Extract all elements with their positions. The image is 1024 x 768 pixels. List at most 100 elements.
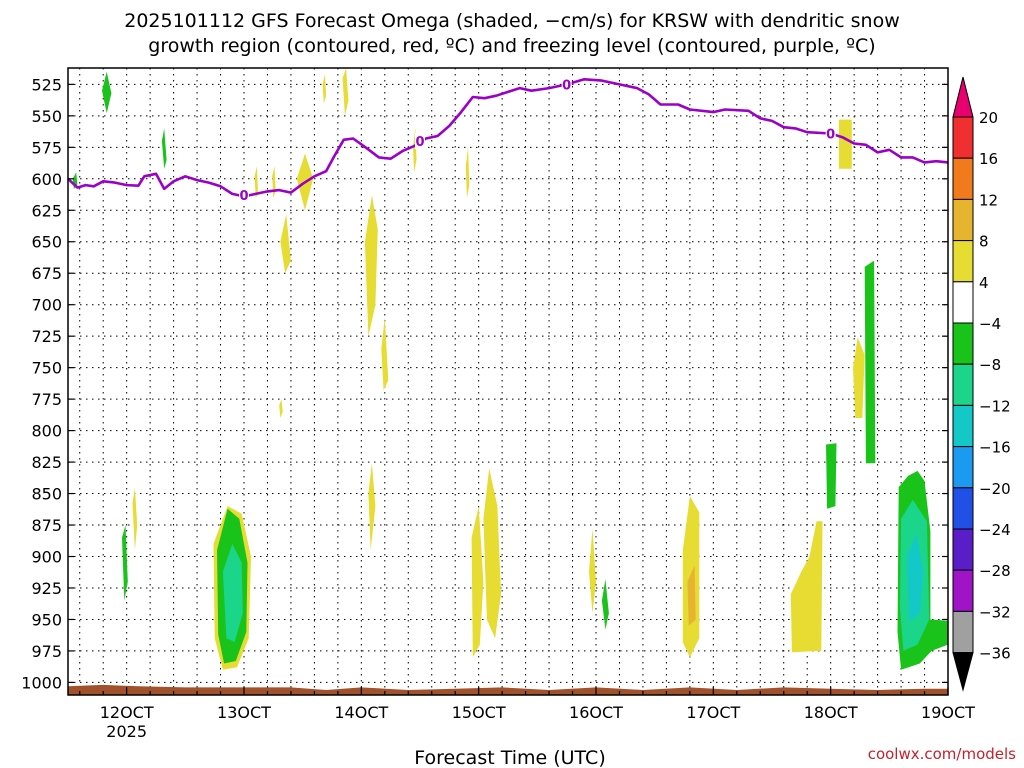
x-tick-label-190: 19OCT xyxy=(921,703,975,722)
y-tick-label-575: 575 xyxy=(31,138,62,157)
plot-frame xyxy=(67,67,949,696)
omega-region-27 xyxy=(322,74,327,104)
omega-region-5 xyxy=(364,195,378,337)
colorbar-label-1: 16 xyxy=(979,150,998,168)
colorbar-label-8: −16 xyxy=(979,439,1011,457)
colorbar: 20 16 12 8 4 −4 −8 −12 −16 −20 −24 −28 −32 −36 xyxy=(952,76,1011,692)
y-tick-label-825: 825 xyxy=(31,453,62,472)
colorbar-segment-10 xyxy=(952,487,974,530)
y-tick-label-700: 700 xyxy=(31,296,62,315)
freezing-label-bg-2 xyxy=(561,76,572,93)
y-tick-label-925: 925 xyxy=(31,579,62,598)
colorbar-label-0: 20 xyxy=(979,109,998,127)
y-tick-label-625: 625 xyxy=(31,201,62,220)
y-tick-label-800: 800 xyxy=(31,422,62,441)
x-axis-label: Forecast Time (UTC) xyxy=(414,747,605,768)
omega-region-16 xyxy=(838,119,852,169)
omega-region-10 xyxy=(589,528,596,614)
x-tick-label-150: 15OCT xyxy=(452,703,506,722)
colorbar-segment-14 xyxy=(952,652,974,692)
omega-region-17 xyxy=(853,337,865,418)
chart-title-line-2: growth region (contoured, red, ºC) and f… xyxy=(148,35,875,57)
terrain-fill xyxy=(68,684,948,695)
y-tick-label-675: 675 xyxy=(31,264,62,283)
colorbar-segment-3 xyxy=(952,198,974,242)
x-tick-label-170: 17OCT xyxy=(686,703,740,722)
colorbar-label-2: 12 xyxy=(979,191,998,209)
colorbar-segment-9 xyxy=(952,446,974,489)
omega-region-15 xyxy=(826,443,837,509)
y-tick-label-975: 975 xyxy=(31,642,62,661)
omega-region-6 xyxy=(381,317,389,391)
freezing-label-bg-0 xyxy=(239,187,249,204)
omega-region-30 xyxy=(465,147,470,198)
y-tick-label-650: 650 xyxy=(31,233,62,252)
omega-region-9 xyxy=(483,468,501,639)
colorbar-segment-5 xyxy=(952,281,974,324)
colorbar-label-3: 8 xyxy=(979,233,989,251)
credit-text[interactable]: coolwx.com/models xyxy=(868,745,1016,763)
colorbar-segment-11 xyxy=(952,528,974,571)
colorbar-segment-1 xyxy=(952,116,974,159)
terrain-surface xyxy=(68,684,948,695)
omega-region-11 xyxy=(601,579,609,630)
freezing-level-label-0: 0 xyxy=(239,189,248,204)
omega-region-7 xyxy=(368,463,376,551)
freezing-label-bg-3 xyxy=(825,125,836,142)
y-tick-label-900: 900 xyxy=(31,548,62,567)
chart-title-line-1: 2025101112 GFS Forecast Omega (shaded, −… xyxy=(124,10,900,32)
y-tick-label-525: 525 xyxy=(31,75,62,94)
omega-region-31 xyxy=(254,166,259,198)
omega-region-28 xyxy=(342,68,349,116)
colorbar-segment-0 xyxy=(952,76,974,118)
freezing-level-label-2: 0 xyxy=(562,78,571,93)
colorbar-segment-8 xyxy=(952,404,974,448)
y-tick-label-725: 725 xyxy=(31,327,62,346)
omega-region-24 xyxy=(132,487,138,551)
x-tick-label-130: 13OCT xyxy=(217,703,271,722)
y-tick-label-850: 850 xyxy=(31,485,62,504)
freezing-level-label-1: 0 xyxy=(415,135,424,150)
colorbar-label-9: −20 xyxy=(979,480,1011,498)
colorbar-segment-2 xyxy=(952,157,974,200)
omega-region-13 xyxy=(687,565,696,626)
colorbar-segment-4 xyxy=(952,240,974,283)
freezing-level-line xyxy=(67,78,949,198)
y-tick-label-750: 750 xyxy=(31,359,62,378)
omega-region-2 xyxy=(222,543,243,643)
colorbar-label-10: −24 xyxy=(979,521,1011,539)
colorbar-label-13: −36 xyxy=(979,645,1011,663)
omega-region-14 xyxy=(790,521,823,653)
omega-region-8 xyxy=(471,506,484,658)
freezing-level-contour: 0 0 0 0 xyxy=(67,76,949,204)
y-tick-label-775: 775 xyxy=(31,390,62,409)
y-tick-label-600: 600 xyxy=(31,170,62,189)
x-tick-label-140: 14OCT xyxy=(334,703,388,722)
x-tick-label-120: 12OCT xyxy=(100,703,154,722)
colorbar-segment-12 xyxy=(952,569,974,612)
colorbar-segment-6 xyxy=(952,322,974,365)
y-tick-label-1000: 1000 xyxy=(21,673,62,692)
y-tick-label-550: 550 xyxy=(31,107,62,126)
omega-region-23 xyxy=(122,525,128,601)
omega-region-33 xyxy=(279,399,283,418)
colorbar-label-7: −12 xyxy=(979,397,1011,415)
colorbar-segment-7 xyxy=(952,363,974,406)
omega-region-22 xyxy=(102,71,112,114)
colorbar-label-6: −8 xyxy=(979,356,1001,374)
colorbar-label-12: −32 xyxy=(979,603,1011,621)
grid-lines xyxy=(68,68,948,695)
freezing-label-bg-1 xyxy=(415,133,425,150)
colorbar-label-4: 4 xyxy=(979,274,989,292)
colorbar-segment-13 xyxy=(952,610,974,654)
omega-region-18 xyxy=(864,260,876,464)
omega-region-3 xyxy=(280,214,291,274)
y-tick-label-950: 950 xyxy=(31,610,62,629)
omega-shading xyxy=(72,68,948,670)
x-tick-sublabel-120: 2025 xyxy=(106,722,147,741)
x-tick-label-160: 16OCT xyxy=(569,703,623,722)
omega-region-21 xyxy=(906,533,924,622)
colorbar-label-5: −4 xyxy=(979,315,1001,333)
